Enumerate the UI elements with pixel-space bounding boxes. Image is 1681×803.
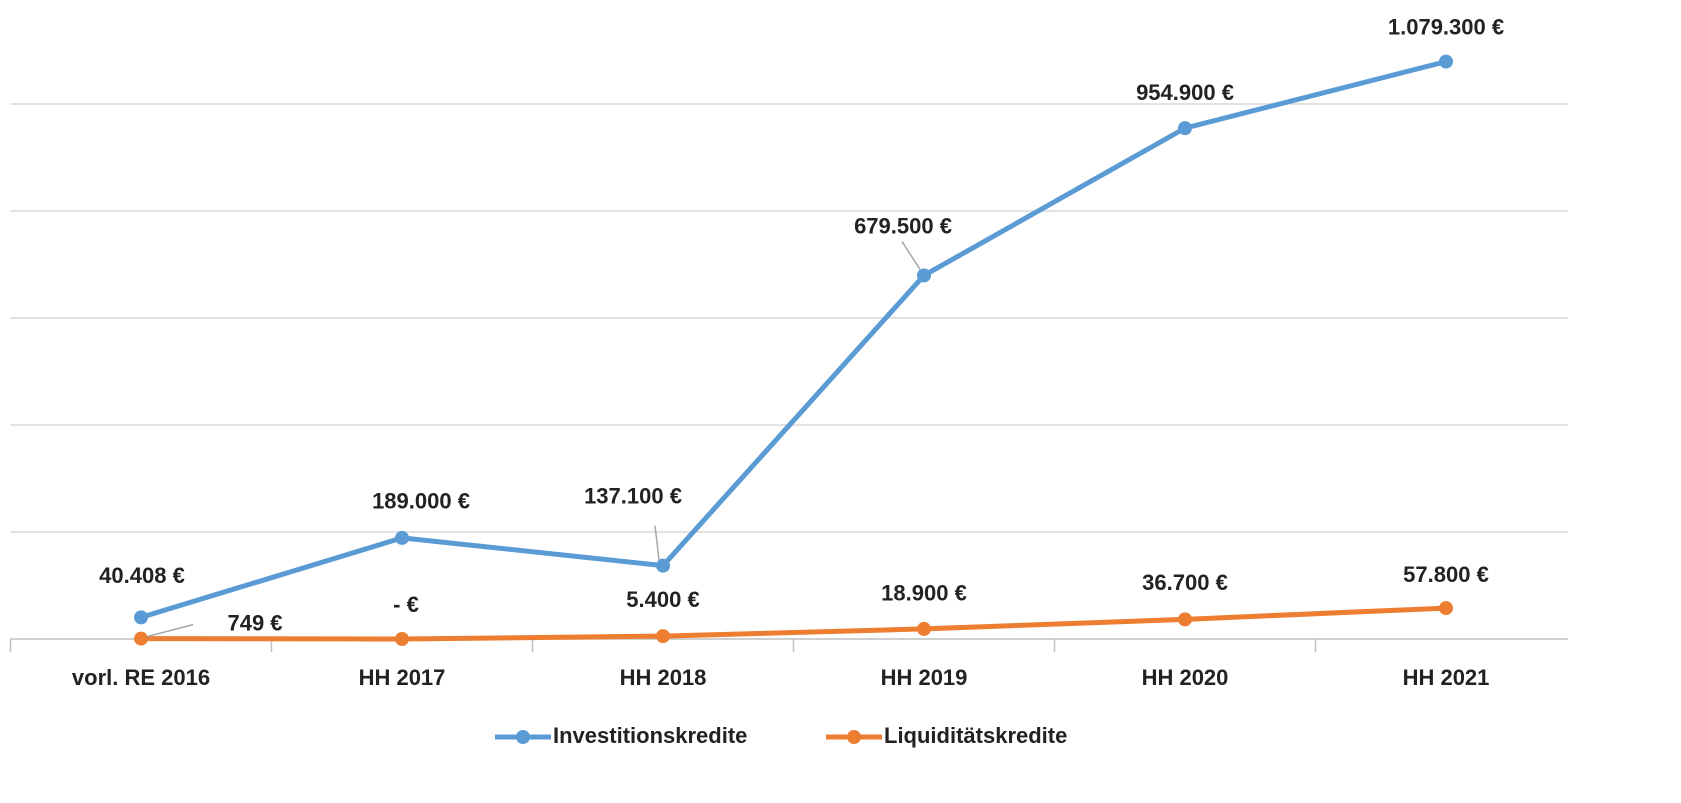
data-label: 36.700 € (1142, 570, 1228, 595)
data-point (395, 632, 409, 646)
legend-label: Liquiditätskredite (884, 723, 1067, 748)
data-point (1178, 121, 1192, 136)
data-point (1178, 612, 1192, 627)
data-label: 189.000 € (372, 489, 470, 514)
data-point (656, 629, 670, 644)
legend-marker (847, 730, 861, 744)
x-tick-label: HH 2021 (1403, 665, 1490, 690)
x-tick-label: vorl. RE 2016 (72, 665, 210, 690)
data-label: 18.900 € (881, 581, 967, 606)
data-point (1439, 54, 1453, 69)
leader-line (654, 525, 660, 560)
data-label: - € (393, 592, 419, 617)
data-label: 954.900 € (1136, 80, 1234, 105)
series-line (140, 605, 1447, 642)
data-label: 5.400 € (626, 587, 699, 612)
x-tick-label: HH 2020 (1142, 665, 1229, 690)
series-line (140, 59, 1447, 620)
legend-marker (516, 730, 530, 744)
x-tick-label: HH 2019 (881, 665, 968, 690)
legend-label: Investitionskredite (553, 723, 747, 748)
data-point (134, 610, 148, 625)
data-point (917, 268, 931, 283)
data-label: 1.079.300 € (1388, 14, 1504, 39)
x-tick-label: HH 2017 (359, 665, 446, 690)
leader-line (901, 241, 921, 270)
data-point (134, 631, 148, 646)
data-label: 40.408 € (99, 563, 185, 588)
data-point (917, 621, 931, 636)
data-label: 137.100 € (584, 483, 682, 508)
data-point (395, 530, 409, 545)
data-label: 57.800 € (1403, 562, 1489, 587)
data-label: 749 € (227, 610, 282, 635)
leader-line (146, 623, 194, 638)
data-point (656, 558, 670, 573)
data-point (1439, 601, 1453, 616)
x-tick-label: HH 2018 (620, 665, 707, 690)
data-label: 679.500 € (854, 213, 952, 238)
